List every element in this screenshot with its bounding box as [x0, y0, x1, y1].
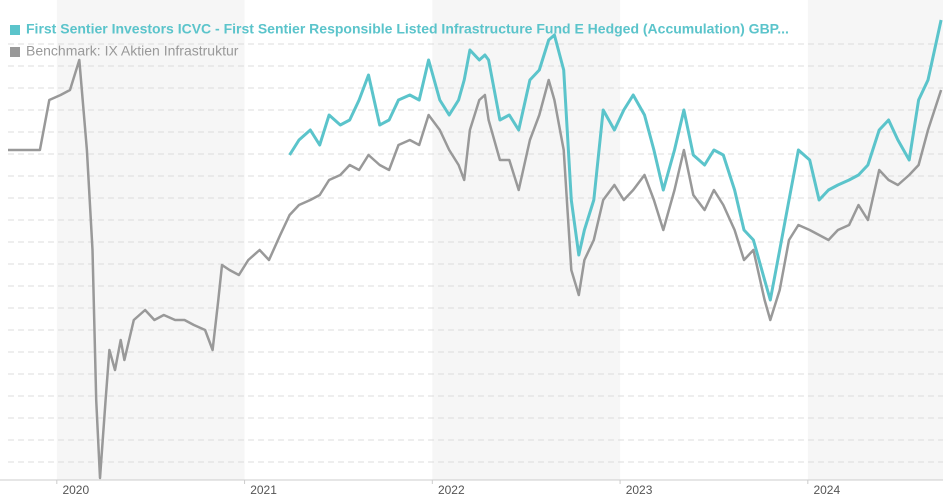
legend-label: First Sentier Investors ICVC - First Sen…	[26, 21, 789, 37]
x-tick-label: 2024	[813, 483, 840, 497]
legend-swatch	[10, 47, 20, 57]
series-line	[8, 58, 943, 480]
legend-label: Benchmark: IX Aktien Infrastruktur	[26, 43, 239, 59]
x-tick-label: 2020	[62, 483, 89, 497]
x-axis: 2020 2021 2022 2023 2024	[0, 479, 943, 497]
grid	[8, 43, 943, 463]
series-line	[288, 19, 943, 302]
legend: First Sentier Investors ICVC - First Sen…	[10, 21, 789, 59]
lines	[8, 19, 943, 480]
legend-swatch	[10, 25, 20, 35]
year-bands	[56, 0, 943, 480]
year-band	[807, 0, 943, 480]
x-tick-label: 2023	[626, 483, 653, 497]
x-tick-label: 2021	[250, 483, 277, 497]
year-band	[56, 0, 245, 480]
x-tick-label: 2022	[438, 483, 465, 497]
year-band	[432, 0, 621, 480]
